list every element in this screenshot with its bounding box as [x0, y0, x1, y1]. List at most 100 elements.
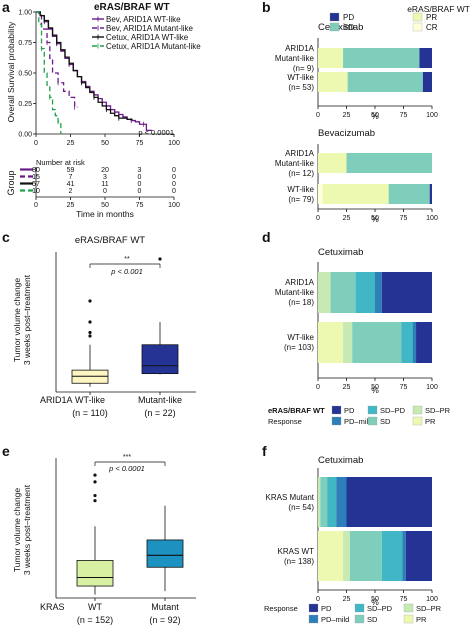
b-row-label: (n= 9): [293, 64, 314, 73]
b-x-tick-label: 100: [426, 112, 438, 119]
f-xlabel: %: [371, 597, 379, 607]
d-bar-segment-pd: [416, 322, 432, 363]
km-x-tick-label: 25: [67, 140, 75, 147]
panel-label-c: c: [2, 229, 10, 245]
risk-value: 7: [69, 174, 73, 181]
e-outlier-point: [93, 473, 97, 477]
e-pvalue: p < 0.0001: [108, 464, 145, 473]
c-title: eRAS/BRAF WT: [75, 235, 145, 246]
b-bar-segment-sd: [343, 48, 420, 68]
b-row-label: ARID1A: [285, 149, 315, 158]
km-y-tick-label: 0.50: [18, 71, 32, 78]
f-legend-swatch: [354, 614, 365, 624]
risk-value: 3: [138, 167, 142, 174]
d-row-label: (n= 103): [284, 343, 314, 352]
risk-value: 57: [32, 181, 40, 188]
d-legend-group: eRAS/BRAF WT: [268, 406, 325, 415]
km-y-tick-label: 0.00: [18, 132, 32, 139]
b-row-label: ARID1A: [285, 44, 315, 53]
c-cat-label-0: WT-like: [75, 395, 105, 405]
f-bar-segment-sd-pd: [327, 477, 337, 527]
risk-value: 41: [67, 181, 75, 188]
f-x-tick-label: 0: [316, 596, 320, 603]
d-bar-segment-sd-pr: [343, 322, 353, 363]
c-outlier-point: [88, 299, 92, 303]
km-pvalue: p < 0.0001: [138, 128, 174, 137]
d-legend-swatch: [367, 405, 378, 415]
risk-group-label: Group: [6, 170, 16, 195]
b-x-tick-label: 25: [343, 215, 351, 222]
d-x-tick-label: 0: [316, 384, 320, 391]
f-row-label: (n= 54): [288, 503, 314, 512]
km-series-line-2: [36, 11, 133, 121]
f-row-label: KRAS WT: [278, 547, 315, 556]
d-bar-segment-pr: [318, 322, 344, 363]
d-row-label: (n= 18): [288, 298, 314, 307]
b-row-label: (n= 79): [288, 195, 314, 204]
d-x-tick-label: 50: [371, 384, 379, 391]
risk-table-title: Number at risk: [36, 158, 85, 167]
d-bar-segment-pd: [381, 272, 432, 313]
b-bar-segment-cr: [318, 184, 323, 204]
b-xlabel-1: %: [371, 214, 379, 224]
risk-x-tick-label: 50: [101, 202, 109, 209]
c-cat-n-0: (n = 110): [72, 408, 108, 418]
d-legend-swatch: [331, 405, 342, 415]
d-legend-title: Response: [268, 417, 302, 426]
panel-label-f: f: [262, 443, 267, 459]
b-x-tick-label: 100: [426, 215, 438, 222]
b-legend-swatch-sd: [329, 22, 340, 32]
d-x-tick-label: 75: [400, 384, 408, 391]
b-bar-segment-pr: [318, 48, 344, 68]
d-legend-swatch: [412, 416, 423, 426]
km-series-line-3: [36, 11, 62, 134]
e-ylabel-line-1: Tumor volume change: [12, 488, 22, 573]
risk-value: 0: [138, 181, 142, 188]
e-box-1: [146, 539, 184, 568]
km-y-tick-label: 0.75: [18, 40, 32, 47]
d-legend-label: SD–PD: [380, 406, 406, 415]
d-title: Cetuximab: [318, 247, 363, 258]
c-group-label: ARID1A: [40, 395, 73, 405]
f-legend-label: PD–mild: [321, 615, 349, 624]
d-bar-segment-sd-pd: [401, 322, 413, 363]
risk-x-tick-label: 100: [168, 202, 180, 209]
panel-label-e: e: [2, 443, 10, 459]
b-x-tick-label: 25: [343, 112, 351, 119]
f-legend-swatch: [403, 614, 414, 624]
risk-x-tick-label: 75: [136, 202, 144, 209]
d-legend-swatch: [331, 416, 342, 426]
b-x-tick-label: 0: [316, 112, 320, 119]
f-row-label: (n= 138): [284, 557, 314, 566]
km-series-line-1: [36, 11, 78, 108]
risk-value: 0: [172, 188, 176, 195]
b-x-tick-label: 50: [371, 112, 379, 119]
km-x-tick-label: 100: [168, 140, 180, 147]
panel-label-a: a: [2, 0, 10, 15]
e-outlier-point: [93, 493, 97, 498]
risk-value: 11: [101, 181, 108, 188]
c-outlier-point: [158, 257, 162, 261]
b-legend-label: PD: [343, 13, 354, 22]
risk-x-tick-label: 25: [67, 202, 75, 209]
f-bar-segment-sd-pr: [318, 477, 321, 527]
d-x-tick-label: 100: [426, 384, 438, 391]
d-row-label: Mutant-like: [275, 288, 315, 297]
c-pvalue: p < 0.001: [110, 267, 143, 276]
risk-value: 0: [103, 188, 107, 195]
f-legend-label: SD–PD: [367, 604, 393, 613]
b-legend-label: SD: [343, 23, 354, 32]
e-outlier-point: [93, 480, 97, 484]
f-title: Cetuximab: [318, 455, 363, 466]
d-legend-swatch: [367, 416, 378, 426]
d-bar-segment-sd-pr: [318, 272, 331, 313]
b-x-tick-label: 75: [400, 112, 408, 119]
b-facet-title-0: Cetuximab: [318, 22, 363, 33]
d-legend-label: PR: [425, 417, 436, 426]
f-x-tick-label: 25: [343, 596, 351, 603]
b-facet-title-1: Bevacizumab: [318, 128, 375, 139]
km-x-tick-label: 0: [34, 140, 38, 147]
c-outlier-point: [88, 320, 92, 324]
